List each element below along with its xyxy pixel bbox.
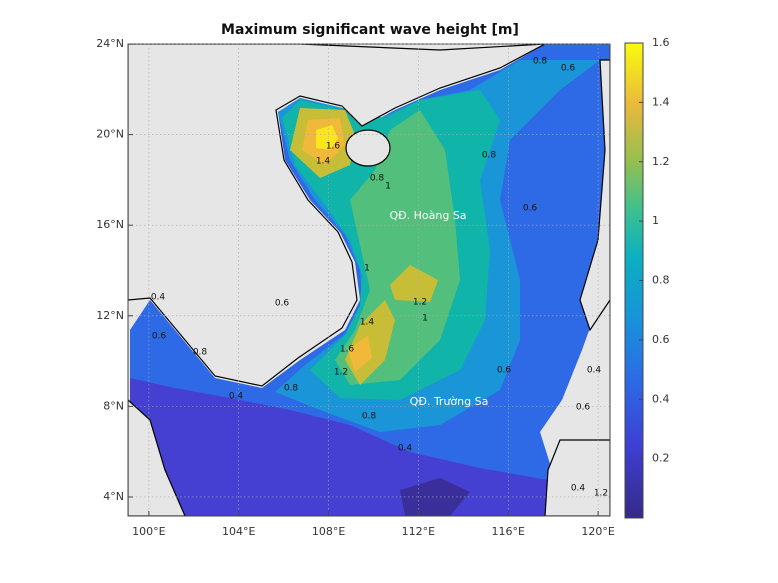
contour-label: 1	[385, 182, 391, 192]
coast-philippines	[579, 59, 610, 332]
x-tick-label: 116°E	[492, 525, 525, 538]
contour-label: 0.8	[533, 57, 548, 67]
contour-label: 1.2	[334, 368, 348, 378]
contour-label: 0.6	[576, 403, 591, 413]
y-tick-label: 4°N	[103, 490, 124, 503]
contour-label: 0.6	[275, 299, 290, 309]
y-tick-label: 20°N	[96, 128, 124, 141]
contour-label: 1.4	[316, 157, 331, 167]
contour-label: 0.6	[523, 204, 538, 214]
coast-malaysia	[128, 399, 186, 516]
colorbar-tick-label: 0.8	[652, 274, 670, 287]
sea-01	[400, 478, 470, 516]
colorbar-tick-label: 1	[652, 214, 659, 227]
contour-label: 1	[422, 314, 428, 324]
contour-label: 1.6	[326, 142, 341, 152]
contour-label: 0.4	[398, 444, 413, 454]
colorbar-tick-label: 1.6	[652, 36, 670, 49]
contour-label: 0.8	[362, 412, 377, 422]
sea-16	[316, 125, 338, 150]
contour-label: 0.4	[587, 366, 602, 376]
y-tick-label: 24°N	[96, 37, 124, 50]
y-tick-label: 12°N	[96, 309, 124, 322]
x-tick-label: 112°E	[402, 525, 435, 538]
map-field	[128, 44, 610, 516]
x-tick-label: 108°E	[312, 525, 345, 538]
place-label: QĐ. Trường Sa	[410, 395, 489, 408]
contour-label: 0.6	[152, 332, 167, 342]
y-tick-label: 8°N	[103, 399, 124, 412]
contour-label: 0.8	[370, 174, 385, 184]
contour-label: 1.6	[340, 345, 355, 355]
contour-label: 1.4	[360, 318, 375, 328]
contour-label: 1.2	[413, 298, 427, 308]
colorbar-tick-label: 1.4	[652, 95, 670, 108]
contour-label: 0.4	[151, 293, 166, 303]
x-tick-label: 120°E	[581, 525, 614, 538]
place-label: QĐ. Hoàng Sa	[389, 209, 466, 222]
contour-label: 0.4	[229, 392, 244, 402]
sea-14b	[348, 335, 372, 372]
contour-label: 0.8	[482, 151, 497, 161]
contour-label: 0.6	[497, 366, 512, 376]
sea-12b	[390, 265, 438, 302]
contour-label: 0.6	[561, 64, 576, 74]
contour-label: 1.2	[594, 489, 608, 499]
colorbar-tick-label: 0.4	[652, 392, 670, 405]
colorbar-tick-label: 1.2	[652, 155, 670, 168]
contour-label: 0.8	[284, 384, 299, 394]
map-title: Maximum significant wave height [m]	[221, 22, 519, 38]
x-tick-label: 100°E	[132, 525, 165, 538]
annotations: 100°E 104°E 108°E 112°E 116°E 120°E 4°N 8°N 12°N…	[96, 36, 669, 538]
colorbar-tick-label: 0.2	[652, 452, 670, 465]
contour-label: 0.8	[193, 348, 208, 358]
sea-10	[335, 110, 460, 385]
contour-label: 1	[364, 264, 370, 274]
colorbar-tick-label: 0.6	[652, 333, 670, 346]
contour-label: 0.4	[571, 484, 586, 494]
coast-vietnam	[128, 44, 546, 387]
hainan	[345, 129, 391, 167]
x-tick-label: 104°E	[222, 525, 255, 538]
y-tick-label: 16°N	[96, 218, 124, 231]
